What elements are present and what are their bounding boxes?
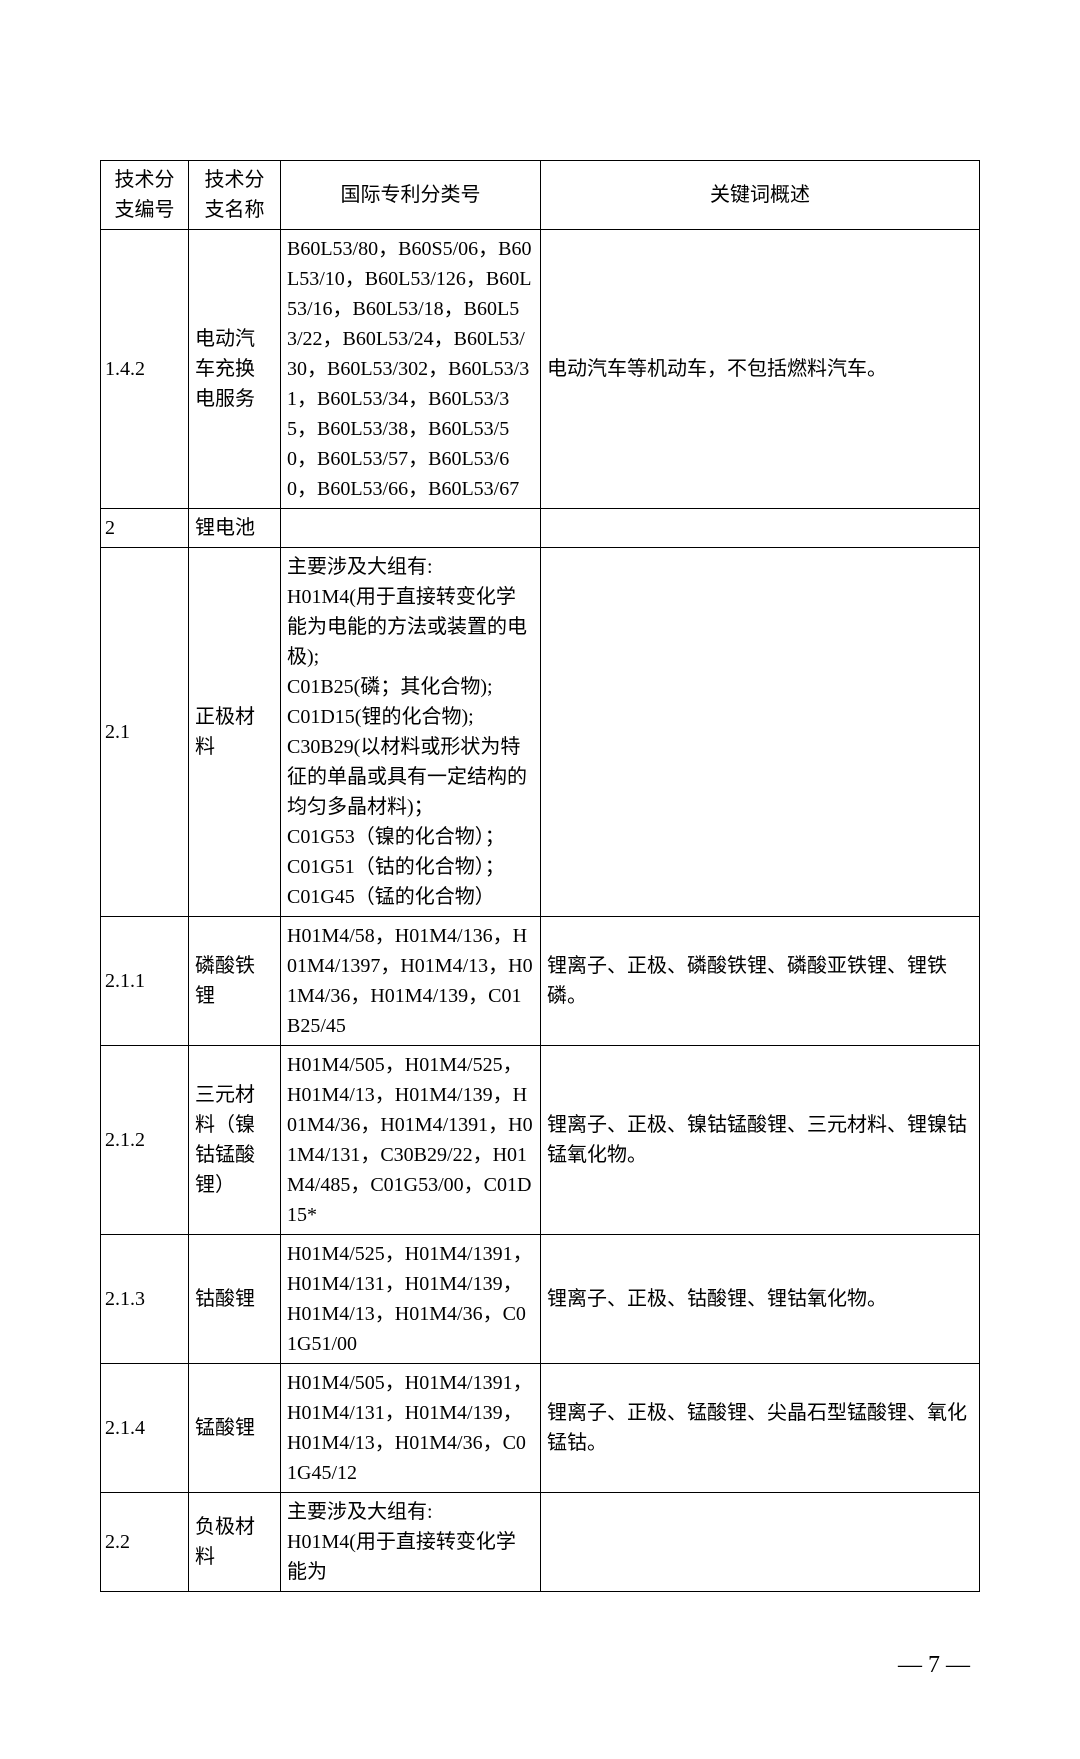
table-row: 1.4.2 电动汽车充换电服务 B60L53/80，B60S5/06，B60L5… (101, 230, 980, 509)
cell-name: 电动汽车充换电服务 (189, 230, 281, 509)
cell-key (541, 509, 980, 548)
cell-num: 2.1.2 (101, 1046, 189, 1235)
cell-num: 2.1 (101, 548, 189, 917)
cell-ipc: 主要涉及大组有: H01M4(用于直接转变化学能为 (281, 1493, 541, 1592)
cell-name: 锂电池 (189, 509, 281, 548)
cell-ipc: 主要涉及大组有: H01M4(用于直接转变化学能为电能的方法或装置的电极); C… (281, 548, 541, 917)
cell-num: 1.4.2 (101, 230, 189, 509)
page-number: — 7 — (100, 1652, 980, 1679)
cell-num: 2 (101, 509, 189, 548)
cell-ipc: H01M4/58，H01M4/136，H01M4/1397，H01M4/13，H… (281, 917, 541, 1046)
table-row: 2.1.3 钴酸锂 H01M4/525，H01M4/1391，H01M4/131… (101, 1235, 980, 1364)
table-row: 2.1 正极材料 主要涉及大组有: H01M4(用于直接转变化学能为电能的方法或… (101, 548, 980, 917)
cell-name: 钴酸锂 (189, 1235, 281, 1364)
cell-name: 正极材料 (189, 548, 281, 917)
table-header-row: 技术分支编号 技术分支名称 国际专利分类号 关键词概述 (101, 161, 980, 230)
cell-key: 锂离子、正极、钴酸锂、锂钴氧化物。 (541, 1235, 980, 1364)
cell-ipc (281, 509, 541, 548)
header-num: 技术分支编号 (101, 161, 189, 230)
header-name: 技术分支名称 (189, 161, 281, 230)
cell-ipc: B60L53/80，B60S5/06，B60L53/10，B60L53/126，… (281, 230, 541, 509)
table-row: 2.1.4 锰酸锂 H01M4/505，H01M4/1391，H01M4/131… (101, 1364, 980, 1493)
classification-table: 技术分支编号 技术分支名称 国际专利分类号 关键词概述 1.4.2 电动汽车充换… (100, 160, 980, 1592)
cell-key: 锂离子、正极、磷酸铁锂、磷酸亚铁锂、锂铁磷。 (541, 917, 980, 1046)
cell-ipc: H01M4/505，H01M4/525，H01M4/13，H01M4/139，H… (281, 1046, 541, 1235)
cell-key: 锂离子、正极、镍钴锰酸锂、三元材料、锂镍钴锰氧化物。 (541, 1046, 980, 1235)
table-row: 2 锂电池 (101, 509, 980, 548)
cell-name: 三元材料（镍钴锰酸锂） (189, 1046, 281, 1235)
cell-key: 电动汽车等机动车，不包括燃料汽车。 (541, 230, 980, 509)
cell-name: 负极材料 (189, 1493, 281, 1592)
table-row: 2.1.1 磷酸铁锂 H01M4/58，H01M4/136，H01M4/1397… (101, 917, 980, 1046)
cell-ipc: H01M4/505，H01M4/1391，H01M4/131，H01M4/139… (281, 1364, 541, 1493)
header-ipc: 国际专利分类号 (281, 161, 541, 230)
cell-key (541, 1493, 980, 1592)
table-row: 2.2 负极材料 主要涉及大组有: H01M4(用于直接转变化学能为 (101, 1493, 980, 1592)
cell-num: 2.1.4 (101, 1364, 189, 1493)
table-body: 1.4.2 电动汽车充换电服务 B60L53/80，B60S5/06，B60L5… (101, 230, 980, 1592)
header-key: 关键词概述 (541, 161, 980, 230)
table-row: 2.1.2 三元材料（镍钴锰酸锂） H01M4/505，H01M4/525，H0… (101, 1046, 980, 1235)
cell-name: 磷酸铁锂 (189, 917, 281, 1046)
cell-ipc: H01M4/525，H01M4/1391，H01M4/131，H01M4/139… (281, 1235, 541, 1364)
cell-num: 2.1.1 (101, 917, 189, 1046)
cell-num: 2.2 (101, 1493, 189, 1592)
cell-num: 2.1.3 (101, 1235, 189, 1364)
cell-key (541, 548, 980, 917)
cell-key: 锂离子、正极、锰酸锂、尖晶石型锰酸锂、氧化锰钴。 (541, 1364, 980, 1493)
cell-name: 锰酸锂 (189, 1364, 281, 1493)
